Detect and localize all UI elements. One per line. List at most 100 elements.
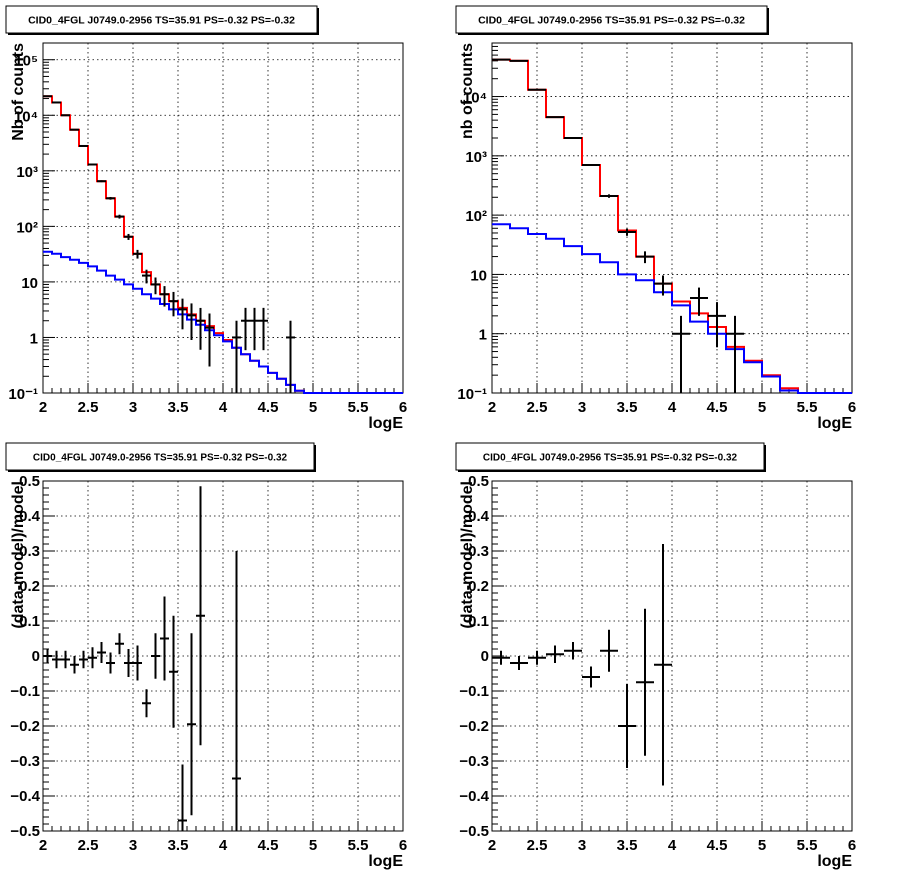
data-point (510, 656, 528, 670)
data-point (151, 633, 160, 679)
x-axis-label: logE (368, 853, 403, 870)
data-point (70, 128, 79, 131)
y-tick-label: −0.2 (10, 718, 40, 735)
data-point (196, 307, 205, 350)
y-tick-label: 0.3 (19, 543, 40, 560)
data-point (618, 228, 636, 236)
y-tick-label: 1 (479, 327, 487, 344)
x-tick-label: 4 (219, 399, 228, 416)
data-point (636, 608, 654, 756)
x-tick-label: 3.5 (617, 837, 638, 854)
y-tick-label: 10⁻¹ (457, 386, 487, 403)
x-tick-label: 2.5 (78, 837, 99, 854)
data-point (582, 666, 600, 688)
data-point (70, 656, 79, 674)
chart-panel-1: CID0_4FGL J0749.0-2956 TS=35.91 PS=-0.32… (5, 5, 407, 432)
y-tick-label: −0.4 (10, 788, 40, 805)
x-tick-label: 6 (399, 399, 407, 416)
x-tick-label: 5.5 (797, 837, 818, 854)
data-point (97, 180, 106, 183)
x-tick-label: 4 (668, 837, 677, 854)
y-tick-label: 10⁵ (14, 53, 38, 70)
data-point (151, 277, 160, 295)
y-axis-label: Nb of counts (10, 43, 27, 141)
data-point (115, 633, 124, 655)
data-point (142, 269, 151, 284)
x-tick-label: 6 (848, 837, 856, 854)
y-tick-label: 0.4 (468, 508, 490, 525)
chart-panel-2: CID0_4FGL J0749.0-2956 TS=35.91 PS=-0.32… (455, 5, 856, 432)
y-tick-label: 0.3 (468, 543, 489, 560)
y-tick-label: 10³ (465, 149, 487, 166)
x-tick-label: 4 (668, 399, 677, 416)
y-tick-label: 0.2 (468, 578, 489, 595)
data-point (286, 320, 295, 393)
data-point (124, 233, 133, 240)
data-point (250, 307, 259, 351)
data-point (160, 286, 169, 307)
y-tick-label: 0.1 (19, 613, 40, 630)
data-point (133, 249, 142, 259)
y-tick-label: −0.5 (459, 823, 489, 840)
data-point (187, 303, 196, 340)
data-point (88, 647, 97, 669)
y-axis-label: (data-model)/model (459, 481, 476, 629)
data-point (133, 645, 142, 681)
data-point (726, 315, 744, 393)
title-box (5, 442, 315, 471)
data-point (259, 307, 268, 351)
data-point (232, 551, 241, 831)
data-point (97, 642, 106, 663)
chart-title: CID0_4FGL J0749.0-2956 TS=35.91 PS=-0.32… (483, 453, 738, 464)
y-tick-label: 10² (16, 219, 38, 236)
x-tick-label: 3.5 (617, 399, 638, 416)
x-tick-label: 3 (129, 837, 137, 854)
y-tick-label: 10³ (16, 164, 38, 181)
data-point (187, 633, 196, 816)
y-tick-label: −0.4 (459, 788, 489, 805)
y-axis-label: nb of counts (459, 43, 476, 139)
y-tick-label: 10⁻¹ (8, 386, 38, 403)
y-tick-label: 0.5 (468, 473, 489, 490)
x-tick-label: 4.5 (707, 837, 728, 854)
x-axis-label: logE (817, 853, 852, 870)
y-tick-label: −0.1 (459, 683, 489, 700)
y-tick-label: −0.2 (459, 718, 489, 735)
data-point (654, 275, 672, 296)
y-tick-label: −0.3 (10, 753, 40, 770)
data-point (124, 649, 133, 677)
x-tick-label: 2.5 (527, 399, 548, 416)
title-box (455, 442, 765, 471)
data-point (654, 544, 672, 786)
data-point (178, 298, 187, 330)
data-point (61, 650, 70, 669)
data-point (546, 116, 564, 119)
data-point (708, 302, 726, 348)
data-point (241, 307, 250, 351)
chart-title: CID0_4FGL J0749.0-2956 TS=35.91 PS=-0.32… (478, 15, 745, 27)
x-tick-label: 4.5 (258, 399, 279, 416)
x-tick-label: 5 (758, 399, 766, 416)
data-point (546, 645, 564, 663)
y-tick-label: 10 (470, 267, 487, 284)
data-point (564, 642, 582, 660)
data-point (618, 684, 636, 768)
y-tick-label: 0.2 (19, 578, 40, 595)
data-point (142, 689, 151, 718)
x-tick-label: 4.5 (258, 837, 279, 854)
data-point (492, 650, 510, 665)
data-point (205, 313, 214, 367)
data-point (79, 650, 88, 669)
title-box (5, 5, 318, 34)
data-point (672, 315, 690, 393)
data-point (43, 649, 52, 663)
x-tick-label: 4 (219, 837, 228, 854)
x-tick-label: 3.5 (168, 837, 189, 854)
x-tick-label: 2 (488, 399, 496, 416)
x-tick-label: 6 (848, 399, 856, 416)
x-axis-label: logE (368, 415, 403, 432)
x-tick-label: 5.5 (797, 399, 818, 416)
x-tick-label: 4.5 (707, 399, 728, 416)
x-tick-label: 5.5 (348, 399, 369, 416)
data-point (232, 320, 241, 393)
